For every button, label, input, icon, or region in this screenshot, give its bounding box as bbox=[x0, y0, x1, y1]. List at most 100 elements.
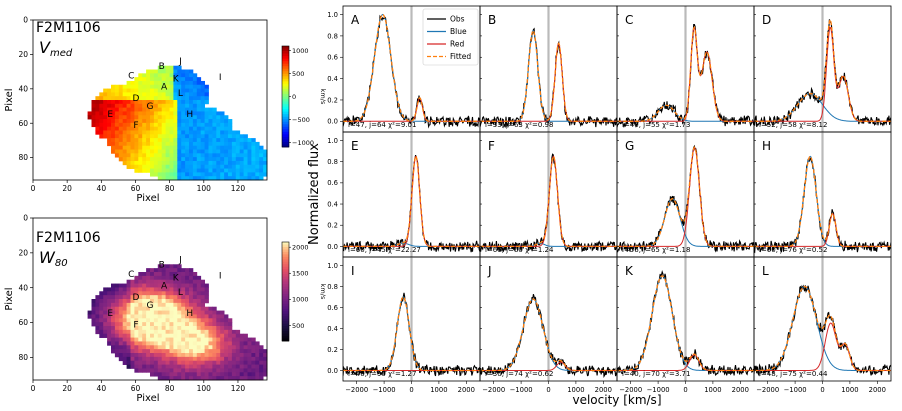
map-pixel bbox=[212, 153, 217, 158]
map-pixel bbox=[212, 376, 217, 381]
map-pixel bbox=[216, 149, 221, 154]
map-pixel bbox=[212, 360, 217, 365]
map-pixel bbox=[173, 364, 178, 369]
map-pixel bbox=[103, 314, 108, 319]
map-pixel bbox=[161, 73, 166, 78]
map-pixel bbox=[146, 345, 151, 350]
map-pixel bbox=[235, 172, 241, 177]
map-pixel bbox=[196, 295, 202, 300]
map-pixel bbox=[185, 272, 190, 277]
map-pixel bbox=[259, 360, 264, 365]
fitted-line bbox=[754, 155, 891, 248]
map-pixel bbox=[153, 160, 159, 166]
map-pixel bbox=[130, 306, 135, 311]
map-pixel bbox=[181, 73, 186, 78]
map-pixel bbox=[228, 153, 233, 158]
map-pixel bbox=[196, 360, 202, 365]
map-pixel bbox=[165, 96, 170, 101]
map-pixel bbox=[161, 77, 166, 82]
map-pixel bbox=[251, 372, 256, 377]
map-pixel bbox=[118, 322, 124, 327]
region-label-c: C bbox=[128, 71, 134, 81]
region-label-j: J bbox=[178, 57, 182, 67]
map-pixel bbox=[169, 306, 174, 311]
map-pixel bbox=[204, 145, 209, 150]
map-pixel bbox=[169, 103, 174, 109]
map-pixel bbox=[200, 103, 205, 109]
map-pixel bbox=[153, 107, 159, 112]
map-pixel bbox=[228, 345, 233, 350]
map-pixel bbox=[181, 172, 186, 177]
spectrum-ytick-label: 0.2 bbox=[327, 96, 338, 104]
map-pixel bbox=[185, 345, 190, 350]
map-pixel bbox=[224, 160, 229, 166]
map-pixel bbox=[235, 376, 241, 381]
map-pixel bbox=[107, 306, 112, 311]
map-pixel bbox=[134, 138, 139, 143]
map-pixel bbox=[169, 141, 174, 147]
map-pixel bbox=[185, 96, 190, 101]
map-pixel bbox=[122, 337, 127, 342]
map-pixel bbox=[181, 310, 186, 315]
map-pixel bbox=[134, 153, 139, 158]
map-pixel bbox=[200, 287, 205, 292]
map-ylabel: Pixel bbox=[4, 88, 15, 111]
map-pixel bbox=[200, 107, 205, 112]
map-pixel bbox=[228, 372, 233, 377]
map-object-title: F2M1106 bbox=[36, 230, 101, 246]
map-pixel bbox=[192, 322, 198, 327]
map-pixel bbox=[220, 153, 225, 158]
map-pixel bbox=[111, 111, 116, 116]
map-pixel bbox=[216, 356, 221, 362]
map-pixel bbox=[204, 157, 209, 162]
map-pixel bbox=[251, 341, 256, 346]
map-pixel bbox=[212, 318, 217, 323]
map-pixel bbox=[239, 160, 244, 166]
map-pixel bbox=[138, 107, 143, 112]
map-pixel bbox=[247, 157, 252, 162]
map-pixel bbox=[177, 310, 182, 315]
map-pixel bbox=[181, 364, 186, 369]
map-pixel bbox=[196, 88, 202, 93]
map-pixel bbox=[146, 73, 151, 78]
map-pixel bbox=[212, 164, 217, 169]
map-pixel bbox=[189, 299, 194, 304]
map-pixel bbox=[161, 164, 166, 169]
map-pixel bbox=[157, 115, 163, 120]
panel-label: D bbox=[762, 13, 771, 27]
map-pixel bbox=[161, 126, 166, 131]
map-pixel bbox=[165, 314, 170, 319]
map-pixel bbox=[142, 145, 147, 150]
map-pixel bbox=[204, 291, 209, 296]
map-pixel bbox=[122, 130, 127, 135]
map-pixel bbox=[212, 310, 217, 315]
map-pixel bbox=[228, 134, 233, 139]
map-pixel bbox=[153, 345, 159, 350]
map-pixel bbox=[103, 130, 108, 135]
map-pixel bbox=[208, 353, 213, 358]
map-pixel bbox=[91, 122, 96, 128]
map-pixel bbox=[169, 372, 174, 377]
map-pixel bbox=[189, 368, 194, 373]
map-pixel bbox=[235, 372, 241, 377]
map-pixel bbox=[118, 333, 124, 338]
map-pixel bbox=[204, 126, 209, 131]
map-pixel bbox=[196, 372, 202, 377]
map-pixel bbox=[251, 360, 256, 365]
map-pixel bbox=[173, 153, 178, 158]
map-pixel bbox=[150, 153, 155, 158]
map-pixel bbox=[169, 360, 174, 365]
map-pixel bbox=[228, 138, 233, 143]
map-pixel bbox=[173, 268, 178, 273]
map-pixel bbox=[153, 314, 159, 319]
map-pixel bbox=[228, 149, 233, 154]
map-pixel bbox=[157, 341, 163, 346]
map-pixel bbox=[169, 130, 174, 135]
map-pixel bbox=[212, 122, 217, 128]
map-pixel bbox=[181, 164, 186, 169]
map-pixel bbox=[161, 149, 166, 154]
map-pixel bbox=[150, 372, 155, 377]
map-pixel bbox=[200, 157, 205, 162]
spectrum-panel-h: Hi=60, j=76 χ²=0.52 bbox=[753, 131, 892, 258]
map-pixel bbox=[177, 306, 182, 311]
